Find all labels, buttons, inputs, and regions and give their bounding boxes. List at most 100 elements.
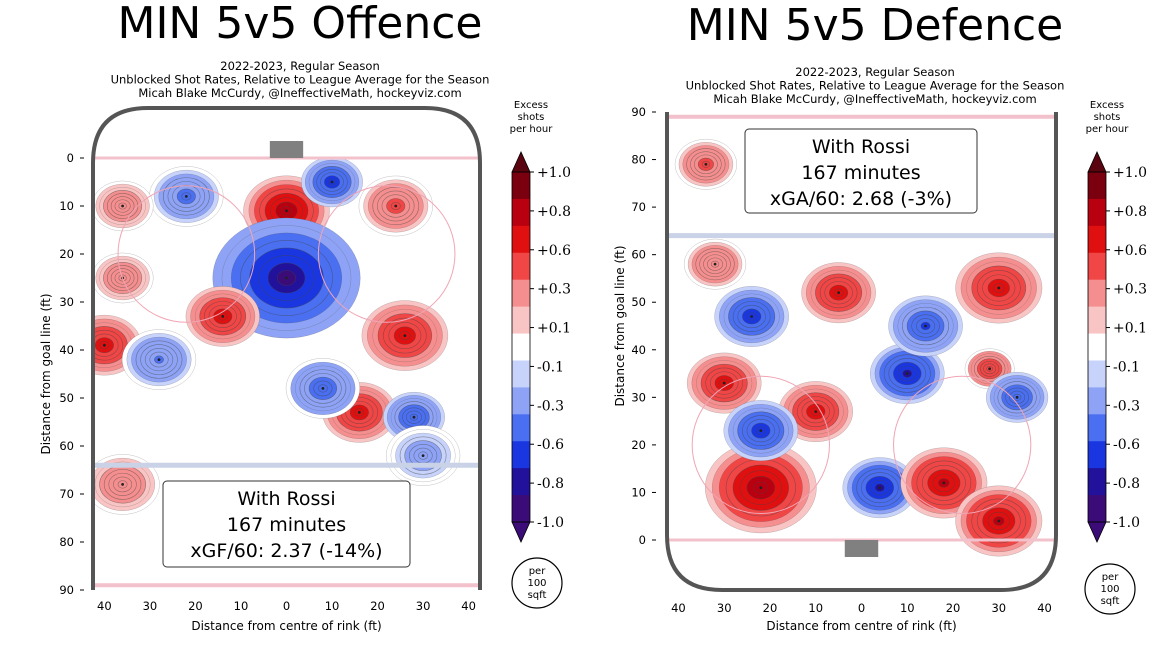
y-tick-label: 20	[631, 438, 646, 452]
goal-net	[269, 141, 304, 158]
colorbar-tick-label: -0.3	[1113, 398, 1140, 414]
hotspot	[955, 485, 1043, 557]
hotspot	[684, 238, 747, 290]
hotspot	[361, 300, 449, 371]
hotspot-peak	[942, 481, 946, 485]
units-label: 100	[527, 578, 546, 589]
colorbar-segment	[512, 252, 530, 281]
hotspot	[358, 175, 433, 237]
annotation-line: With Rossi	[237, 488, 335, 510]
hotspot-peak	[394, 204, 398, 208]
x-tick-label: 40	[461, 599, 476, 613]
colorbar-tick-label: +0.1	[1113, 321, 1147, 337]
heatmap	[93, 156, 461, 515]
colorbar-title: per hour	[1086, 124, 1130, 135]
colorbar-tick-label: -0.1	[537, 359, 564, 375]
hotspot	[801, 262, 876, 324]
y-tick-label: 40	[59, 343, 74, 357]
hotspot-peak	[924, 324, 927, 328]
hotspot-peak	[704, 162, 708, 166]
colorbar-title: shots	[518, 112, 545, 123]
x-tick-label: 10	[900, 601, 915, 615]
units-label: per	[1102, 572, 1120, 583]
colorbar-tick-label: -0.1	[1113, 359, 1140, 375]
faceoff-circle	[317, 185, 456, 323]
chart-subtitle: Unblocked Shot Rates, Relative to League…	[686, 79, 1065, 93]
hotspot	[888, 295, 963, 357]
hotspot	[723, 400, 799, 461]
colorbar-tick-label: +0.8	[1113, 204, 1147, 220]
hotspot-peak	[357, 411, 361, 414]
hotspot	[285, 358, 360, 419]
x-tick-label: 40	[97, 599, 112, 613]
colorbar-tick-label: -1.0	[537, 515, 564, 531]
hotspot	[185, 286, 260, 347]
y-tick-label: 40	[631, 343, 646, 357]
panel-defence: MIN 5v5 Defence 2022-2023, Regular Season…	[613, 0, 1147, 633]
x-tick-label: 40	[671, 601, 686, 615]
hotspot-peak	[814, 410, 818, 413]
chart-subtitle: Unblocked Shot Rates, Relative to League…	[111, 73, 490, 87]
colorbar-frame	[1087, 171, 1107, 523]
annotation-box: With Rossi 167 minutes xGF/60: 2.37 (-14%)	[162, 480, 411, 568]
annotation-line: xGF/60: 2.37 (-14%)	[190, 540, 382, 562]
colorbar-segment	[1088, 225, 1106, 254]
hotspot	[842, 457, 918, 519]
x-tick-label: 20	[188, 599, 203, 613]
hotspot	[870, 343, 945, 404]
colorbar-tick-label: +0.3	[1113, 282, 1147, 298]
colorbar-tick-label: +0.3	[537, 282, 571, 298]
x-tick-label: 20	[763, 601, 778, 615]
y-tick-label: 10	[59, 199, 74, 213]
colorbar-segment	[1088, 495, 1106, 523]
hotspot	[714, 286, 789, 347]
hotspot-peak	[722, 381, 726, 385]
colorbar-segment	[1088, 279, 1106, 308]
y-tick-label: 60	[631, 248, 646, 262]
colorbar-segment	[512, 360, 530, 388]
y-tick-label: 90	[59, 583, 74, 597]
chart-title: MIN 5v5 Offence	[117, 0, 482, 49]
hotspot	[955, 252, 1043, 324]
hotspot-peak	[421, 454, 425, 457]
hotspot-peak	[997, 286, 1001, 290]
faceoff-circle	[691, 375, 830, 515]
y-tick-label: 70	[59, 487, 74, 501]
hotspot-peak	[321, 387, 325, 390]
y-tick-label: 0	[67, 151, 74, 165]
colorbar-segment	[1088, 306, 1106, 335]
colorbar-segment	[1088, 360, 1106, 388]
hotspot-peak	[713, 262, 717, 266]
colorbar-segment	[512, 225, 530, 254]
y-tick-label: 0	[639, 533, 646, 547]
hotspot-peak	[330, 180, 334, 184]
hotspot-peak	[285, 209, 288, 213]
y-tick-label: 30	[631, 390, 646, 404]
x-axis-label: Distance from centre of rink (ft)	[191, 619, 381, 633]
units-label: sqft	[528, 590, 547, 601]
hotspot	[93, 180, 154, 232]
chart-subtitle: Micah Blake McCurdy, @IneffectiveMath, h…	[138, 86, 461, 100]
colorbar-title: Excess	[1090, 100, 1124, 111]
faceoff-circle	[893, 375, 1032, 515]
colorbar-tick-label: +0.6	[1113, 243, 1147, 259]
hotspot-peak	[997, 519, 1001, 523]
annotation-box: With Rossi 167 minutes xGA/60: 2.68 (-3%)	[744, 128, 978, 214]
faceoff-circle	[117, 185, 256, 323]
colorbar-segment	[1088, 468, 1106, 496]
x-tick-label: 0	[858, 601, 865, 615]
annotation-line: 167 minutes	[227, 514, 346, 536]
hotspot	[686, 352, 762, 414]
y-tick-label: 50	[59, 391, 74, 405]
hotspot-peak	[905, 372, 909, 375]
y-tick-label: 90	[631, 105, 646, 119]
colorbar-frame	[511, 171, 531, 523]
hotspot	[322, 382, 397, 443]
hotspot	[705, 442, 817, 534]
annotation-line: 167 minutes	[801, 162, 920, 184]
x-tick-label: 10	[808, 601, 823, 615]
y-axis-label: Distance from goal line (ft)	[39, 293, 53, 454]
hotspot-peak	[285, 276, 288, 280]
